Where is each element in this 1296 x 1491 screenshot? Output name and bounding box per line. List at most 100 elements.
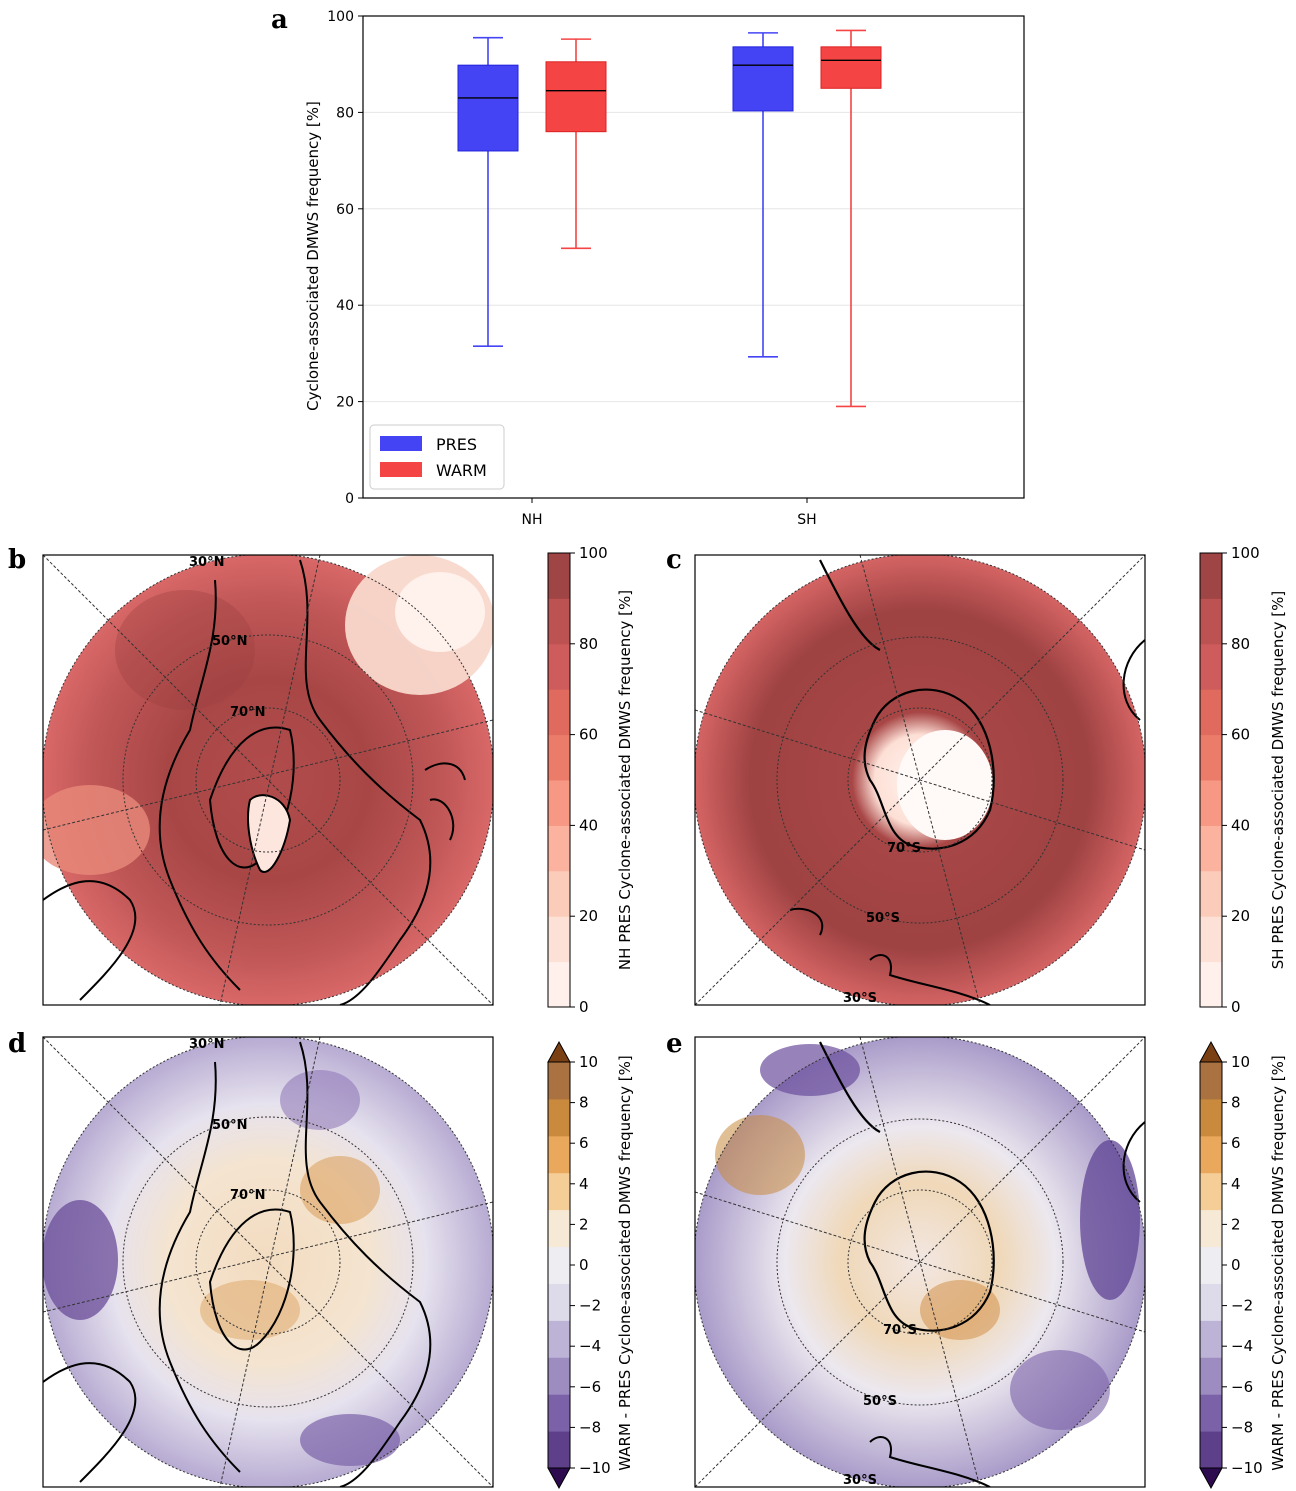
colorbar-d-tick-label: 10 — [579, 1053, 598, 1071]
box-warm-nh — [545, 61, 607, 133]
x-tick-label: NH — [522, 512, 543, 528]
colorbar-d-tick-label: −2 — [579, 1297, 601, 1315]
lat-label-d-70: 70°N — [230, 1188, 265, 1203]
colorbar-b-tick-label: 0 — [579, 998, 589, 1016]
colorbar-b-frame — [547, 552, 571, 1008]
colorbar-d-extend-min — [547, 1467, 571, 1490]
colorbar-e-tick-label: −2 — [1231, 1297, 1253, 1315]
colorbar-d-tick-label: −6 — [579, 1378, 601, 1396]
lat-label-d-30: 30°N — [189, 1037, 224, 1052]
colorbar-d-tick-label: −8 — [579, 1418, 601, 1436]
colorbar-label-d: WARM - PRES Cyclone-associated DMWS freq… — [616, 1055, 634, 1471]
colorbar-b-tick-label: 80 — [579, 635, 598, 653]
legend-label-warm: WARM — [436, 461, 487, 480]
colorbar-c-segment — [1200, 734, 1222, 781]
colorbars: 0204060801000204060801001086420−2−4−6−8−… — [547, 544, 1263, 1490]
colorbar-b-segment — [548, 553, 570, 599]
colorbar-e-tick-label: 10 — [1231, 1053, 1250, 1071]
colorbar-d-segment — [548, 1172, 570, 1211]
colorbar-d-tick-label: 4 — [579, 1175, 589, 1193]
map-panel-b — [43, 555, 493, 1005]
colorbar-e-tick-label: 4 — [1231, 1175, 1241, 1193]
colorbar-c-segment — [1200, 870, 1222, 917]
y-axis-label-a: Cyclone-associated DMWS frequency [%] — [304, 101, 322, 411]
panel-letter-d: d — [8, 1029, 26, 1059]
colorbar-c-segment — [1200, 916, 1222, 963]
colorbar-e-extend-min — [1199, 1467, 1223, 1490]
box-warm-sh — [820, 46, 882, 89]
colorbar-d-segment — [548, 1062, 570, 1100]
y-tick-label: 0 — [345, 491, 354, 507]
colorbar-c-segment — [1200, 643, 1222, 690]
colorbar-b-segment — [548, 870, 570, 917]
colorbar-b-segment — [548, 734, 570, 781]
legend-swatch-warm — [380, 462, 422, 477]
lat-label-b-70: 70°N — [230, 705, 265, 720]
box-pres-sh — [732, 46, 794, 112]
colorbar-e-tick-label: −4 — [1231, 1337, 1253, 1355]
colorbar-c-segment — [1200, 780, 1222, 826]
colorbar-c-tick-label: 80 — [1231, 635, 1250, 653]
colorbar-d-segment — [548, 1357, 570, 1395]
colorbar-label-e: WARM - PRES Cyclone-associated DMWS freq… — [1269, 1055, 1287, 1471]
map-panel-c — [695, 555, 1145, 1005]
colorbar-b-segment — [548, 825, 570, 872]
colorbar-b-tick-label: 100 — [579, 544, 608, 562]
colorbar-d-segment — [548, 1098, 570, 1137]
colorbar-c-tick-label: 40 — [1231, 816, 1250, 834]
colorbar-e-tick-label: 2 — [1231, 1215, 1241, 1233]
colorbar-d-segment — [548, 1320, 570, 1358]
colorbar-e-tick-label: −6 — [1231, 1378, 1253, 1396]
colorbar-c-segment — [1200, 961, 1222, 1008]
colorbar-d-segment — [548, 1135, 570, 1174]
colorbar-e-tick-label: 8 — [1231, 1094, 1241, 1112]
colorbar-e-tick-label: −8 — [1231, 1418, 1253, 1436]
colorbar-d-tick-label: −10 — [579, 1459, 611, 1477]
colorbar-e-extend-max — [1199, 1040, 1223, 1063]
plot-frame-a — [362, 15, 1025, 499]
colorbar-b-tick-label: 20 — [579, 907, 598, 925]
colorbar-b-segment — [548, 643, 570, 690]
colorbar-e-segment — [1200, 1320, 1222, 1358]
colorbar-d-tick-label: −4 — [579, 1337, 601, 1355]
panel-letter-b: b — [8, 545, 26, 575]
colorbar-d-segment — [548, 1431, 570, 1469]
colorbar-e-segment — [1200, 1209, 1222, 1248]
x-tick-label: SH — [797, 512, 816, 528]
colorbar-d-tick-label: 8 — [579, 1094, 589, 1112]
colorbar-c-tick-label: 0 — [1231, 998, 1241, 1016]
colorbar-b-segment — [548, 689, 570, 736]
colorbar-b-segment — [548, 780, 570, 826]
colorbar-b-segment — [548, 916, 570, 963]
colorbar-c-tick-label: 100 — [1231, 544, 1260, 562]
colorbar-d-segment — [548, 1394, 570, 1432]
colorbar-b-tick-label: 60 — [579, 726, 598, 744]
colorbar-e-segment — [1200, 1098, 1222, 1137]
panel-letter-e: e — [666, 1029, 683, 1059]
colorbar-b-segment — [548, 598, 570, 645]
colorbar-d-tick-label: 6 — [579, 1134, 589, 1152]
lat-label-c-50: 50°S — [866, 911, 900, 926]
colorbar-e-segment — [1200, 1431, 1222, 1469]
y-tick-label: 60 — [336, 202, 354, 218]
lat-label-c-70: 70°S — [887, 841, 921, 856]
colorbar-d-tick-label: 0 — [579, 1256, 589, 1274]
colorbar-e-tick-label: 6 — [1231, 1134, 1241, 1152]
legend-a: PRES WARM — [369, 424, 505, 490]
lat-label-e-70: 70°S — [883, 1323, 917, 1338]
colorbar-label-b: NH PRES Cyclone-associated DMWS frequenc… — [616, 590, 634, 970]
box-pres-nh — [457, 64, 519, 152]
lat-label-e-30: 30°S — [843, 1473, 877, 1488]
colorbar-d-segment — [548, 1246, 570, 1284]
colorbar-e-tick-label: −10 — [1231, 1459, 1263, 1477]
y-tick-label: 80 — [336, 105, 354, 121]
colorbar-c-segment — [1200, 598, 1222, 645]
panel-letter-c: c — [666, 545, 682, 575]
box-plot-panel-a: 0 20 40 60 80 100 NH SH — [327, 9, 1025, 528]
colorbar-e-tick-label: 0 — [1231, 1256, 1241, 1274]
colorbar-c-segment — [1200, 689, 1222, 736]
colorbar-d-tick-label: 2 — [579, 1215, 589, 1233]
colorbar-d-segment — [548, 1209, 570, 1248]
y-tick-label: 40 — [336, 298, 354, 314]
